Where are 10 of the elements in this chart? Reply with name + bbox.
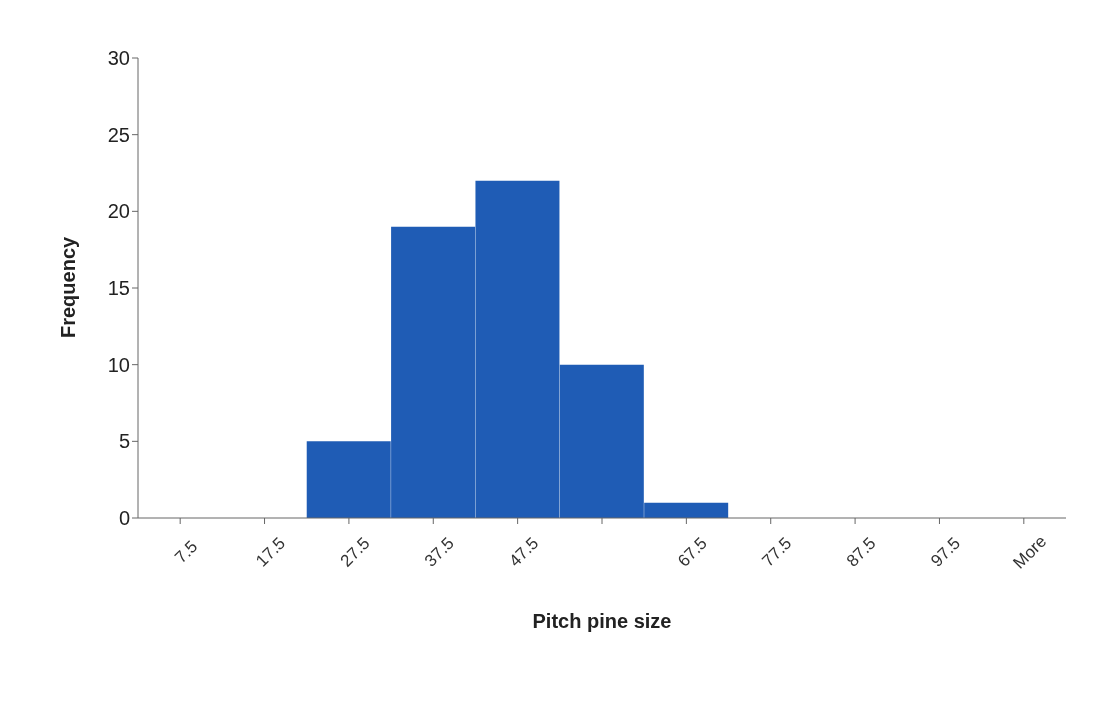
y-tick-label: 15 [107,277,130,300]
y-tick-label: 10 [107,353,130,376]
x-tick-label: 7.5 [171,537,202,568]
y-tick-label: 0 [118,507,130,530]
y-tick-label: 5 [118,430,130,453]
x-axis-title: Pitch pine size [532,610,672,632]
y-tick-label: 25 [107,123,130,146]
y-axis-title: Frequency [57,235,80,338]
y-tick-label: 20 [107,200,130,223]
y-tick-label: 30 [107,47,130,70]
